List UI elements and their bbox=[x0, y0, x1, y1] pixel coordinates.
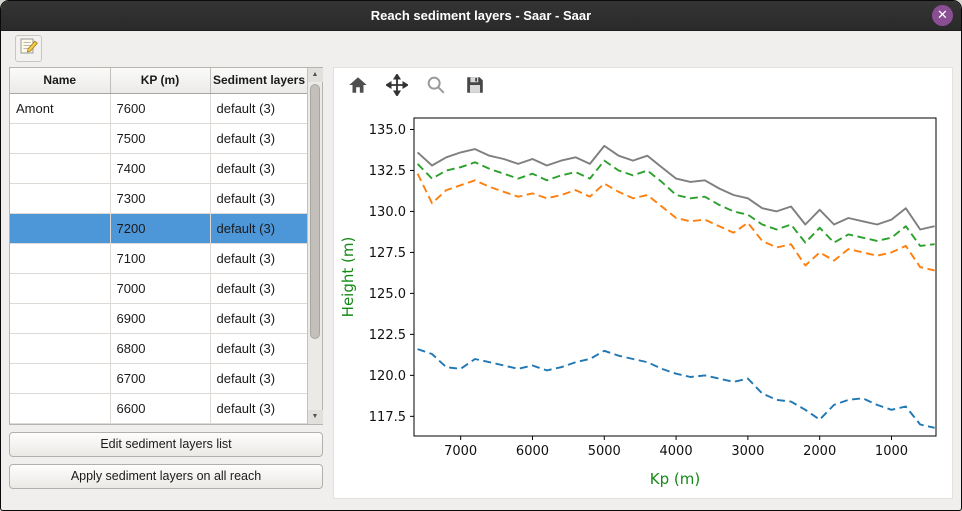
cell-sediment-layers: default (3) bbox=[210, 123, 309, 154]
table-row[interactable]: 6900 default (3) bbox=[10, 303, 309, 334]
cell-kp: 7100 bbox=[110, 243, 211, 274]
sediment-table-frame: Name KP (m) Sediment layers Amont 7600 d… bbox=[9, 67, 323, 425]
cell-name bbox=[10, 303, 111, 334]
table-row[interactable]: 7000 default (3) bbox=[10, 273, 309, 304]
sediment-table: Name KP (m) Sediment layers Amont 7600 d… bbox=[10, 68, 309, 424]
titlebar: Reach sediment layers - Saar - Saar ✕ bbox=[1, 1, 961, 31]
cell-name bbox=[10, 273, 111, 304]
column-header-sediment-layers: Sediment layers bbox=[210, 68, 309, 94]
zoom-button[interactable] bbox=[422, 73, 449, 100]
svg-text:125.0: 125.0 bbox=[369, 287, 406, 302]
svg-text:117.5: 117.5 bbox=[369, 410, 406, 425]
cell-kp: 7000 bbox=[110, 273, 211, 304]
cell-name bbox=[10, 333, 111, 364]
cell-kp: 6900 bbox=[110, 303, 211, 334]
cell-kp: 7200 bbox=[110, 213, 211, 244]
cell-name bbox=[10, 213, 111, 244]
column-header-kp: KP (m) bbox=[110, 68, 211, 94]
sediment-table-body: Amont 7600 default (3) 7500 default (3) … bbox=[10, 93, 309, 424]
svg-text:132.5: 132.5 bbox=[369, 164, 406, 179]
home-icon bbox=[347, 74, 369, 99]
svg-text:130.0: 130.0 bbox=[369, 205, 406, 220]
cell-sediment-layers: default (3) bbox=[210, 303, 309, 334]
svg-text:3000: 3000 bbox=[731, 444, 764, 459]
column-header-name: Name bbox=[10, 68, 111, 94]
cell-name bbox=[10, 363, 111, 394]
note-edit-icon bbox=[19, 36, 39, 61]
plot-toolbar bbox=[334, 68, 952, 104]
scroll-down-arrow[interactable]: ▼ bbox=[307, 409, 323, 424]
zoom-icon bbox=[425, 74, 447, 99]
edit-sediment-layers-button[interactable]: Edit sediment layers list bbox=[9, 431, 323, 457]
cell-name bbox=[10, 123, 111, 154]
table-header-row: Name KP (m) Sediment layers bbox=[10, 68, 309, 94]
table-scrollbar[interactable]: ▲ ▼ bbox=[307, 68, 323, 424]
svg-text:7000: 7000 bbox=[444, 444, 477, 459]
cell-name bbox=[10, 183, 111, 214]
edit-layers-toolbar-button[interactable] bbox=[15, 35, 42, 62]
cell-sediment-layers: default (3) bbox=[210, 333, 309, 364]
cell-sediment-layers: default (3) bbox=[210, 363, 309, 394]
svg-text:122.5: 122.5 bbox=[369, 328, 406, 343]
cell-kp: 7500 bbox=[110, 123, 211, 154]
save-icon bbox=[464, 74, 486, 99]
svg-text:120.0: 120.0 bbox=[369, 369, 406, 384]
main-content: Name KP (m) Sediment layers Amont 7600 d… bbox=[1, 65, 961, 499]
cell-name bbox=[10, 153, 111, 184]
cell-kp: 6800 bbox=[110, 333, 211, 364]
left-panel: Name KP (m) Sediment layers Amont 7600 d… bbox=[9, 67, 323, 489]
app-toolbar bbox=[1, 31, 961, 65]
cell-kp: 7400 bbox=[110, 153, 211, 184]
svg-text:5000: 5000 bbox=[588, 444, 621, 459]
svg-text:135.0: 135.0 bbox=[369, 123, 406, 138]
cell-sediment-layers: default (3) bbox=[210, 183, 309, 214]
close-button[interactable]: ✕ bbox=[932, 5, 953, 26]
cell-sediment-layers: default (3) bbox=[210, 213, 309, 244]
table-row[interactable]: 6700 default (3) bbox=[10, 363, 309, 394]
reach-profile-plot[interactable]: 7000 6000 5000 4000 3000 2000 1000 117.5 120.0 12… bbox=[336, 104, 952, 496]
cell-name bbox=[10, 243, 111, 274]
cell-kp: 6700 bbox=[110, 363, 211, 394]
close-icon: ✕ bbox=[937, 8, 948, 23]
scrollbar-track[interactable] bbox=[308, 82, 323, 410]
table-row[interactable]: 6600 default (3) bbox=[10, 393, 309, 424]
table-row[interactable]: Amont 7600 default (3) bbox=[10, 93, 309, 124]
window-title: Reach sediment layers - Saar - Saar bbox=[370, 8, 592, 23]
plot-panel: 7000 6000 5000 4000 3000 2000 1000 117.5 120.0 12… bbox=[333, 67, 953, 499]
table-row[interactable]: 7400 default (3) bbox=[10, 153, 309, 184]
table-row[interactable]: 7300 default (3) bbox=[10, 183, 309, 214]
svg-text:Kp (m): Kp (m) bbox=[650, 470, 700, 488]
table-row[interactable]: 7200 default (3) bbox=[10, 213, 309, 244]
cell-kp: 6600 bbox=[110, 393, 211, 424]
scrollbar-thumb[interactable] bbox=[309, 84, 320, 340]
cell-sediment-layers: default (3) bbox=[210, 93, 309, 124]
svg-text:127.5: 127.5 bbox=[369, 246, 406, 261]
table-row[interactable]: 6800 default (3) bbox=[10, 333, 309, 364]
svg-text:4000: 4000 bbox=[660, 444, 693, 459]
apply-sediment-layers-button[interactable]: Apply sediment layers on all reach bbox=[9, 463, 323, 489]
scroll-up-arrow[interactable]: ▲ bbox=[307, 68, 323, 82]
cell-sediment-layers: default (3) bbox=[210, 273, 309, 304]
pan-button[interactable] bbox=[383, 72, 410, 100]
cell-sediment-layers: default (3) bbox=[210, 153, 309, 184]
svg-text:6000: 6000 bbox=[516, 444, 549, 459]
svg-text:Height (m): Height (m) bbox=[339, 237, 357, 318]
table-row[interactable]: 7500 default (3) bbox=[10, 123, 309, 154]
pan-icon bbox=[384, 72, 409, 99]
cell-kp: 7600 bbox=[110, 93, 211, 124]
cell-kp: 7300 bbox=[110, 183, 211, 214]
cell-sediment-layers: default (3) bbox=[210, 393, 309, 424]
cell-name: Amont bbox=[10, 93, 111, 124]
cell-sediment-layers: default (3) bbox=[210, 243, 309, 274]
svg-text:1000: 1000 bbox=[875, 444, 908, 459]
table-row[interactable]: 7100 default (3) bbox=[10, 243, 309, 274]
cell-name bbox=[10, 393, 111, 424]
save-button[interactable] bbox=[461, 73, 488, 100]
svg-text:2000: 2000 bbox=[803, 444, 836, 459]
home-button[interactable] bbox=[344, 73, 371, 100]
